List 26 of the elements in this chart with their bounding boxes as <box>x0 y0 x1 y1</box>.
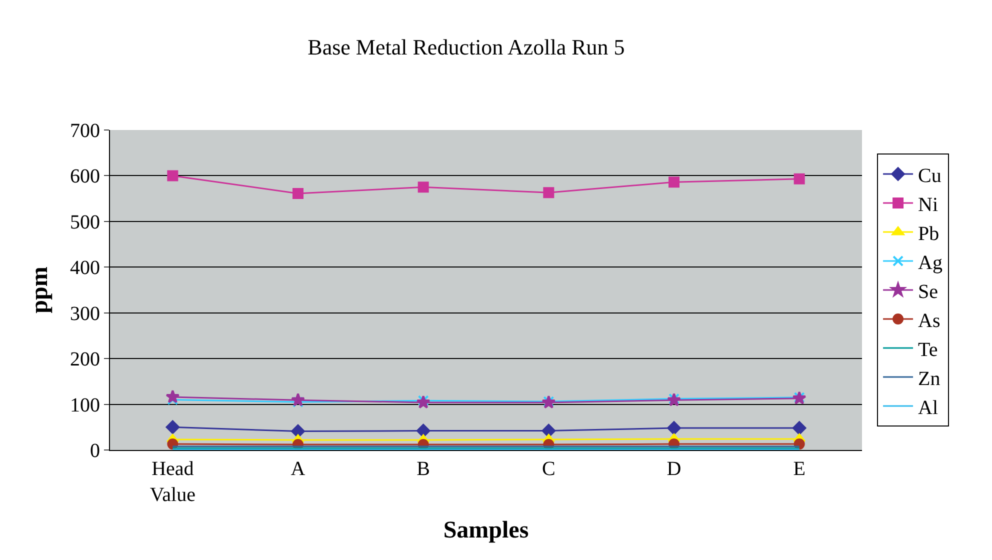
y-tick-label: 0 <box>90 440 100 462</box>
legend-label: Cu <box>918 164 942 187</box>
x-tick-label: E <box>793 458 806 480</box>
x-tick-label: Head Value <box>150 458 196 506</box>
legend-label: As <box>918 310 940 332</box>
x-tick-label: B <box>416 458 430 480</box>
x-tick-label: C <box>542 458 556 480</box>
legend-label: Pb <box>918 222 940 245</box>
legend-label: Zn <box>918 368 940 390</box>
legend-label: Te <box>918 338 938 361</box>
legend-label: Ag <box>918 252 942 274</box>
y-axis-title: ppm <box>27 266 54 314</box>
legend-label: Ni <box>918 194 938 216</box>
y-tick-label: 500 <box>70 211 100 234</box>
x-tick-label: A <box>290 458 306 480</box>
legend-label: Al <box>918 396 938 419</box>
x-tick-label: D <box>666 458 682 480</box>
y-tick-label: 100 <box>70 394 100 416</box>
x-axis-title: Samples <box>443 517 529 544</box>
y-tick-label: 300 <box>70 302 100 325</box>
y-tick-label: 200 <box>70 348 100 371</box>
y-tick-label: 400 <box>70 257 100 280</box>
legend-label: Se <box>918 280 938 303</box>
y-tick-label: 600 <box>70 166 100 188</box>
chart-title: Base Metal Reduction Azolla Run 5 <box>308 34 625 60</box>
y-tick-label: 700 <box>70 120 100 142</box>
